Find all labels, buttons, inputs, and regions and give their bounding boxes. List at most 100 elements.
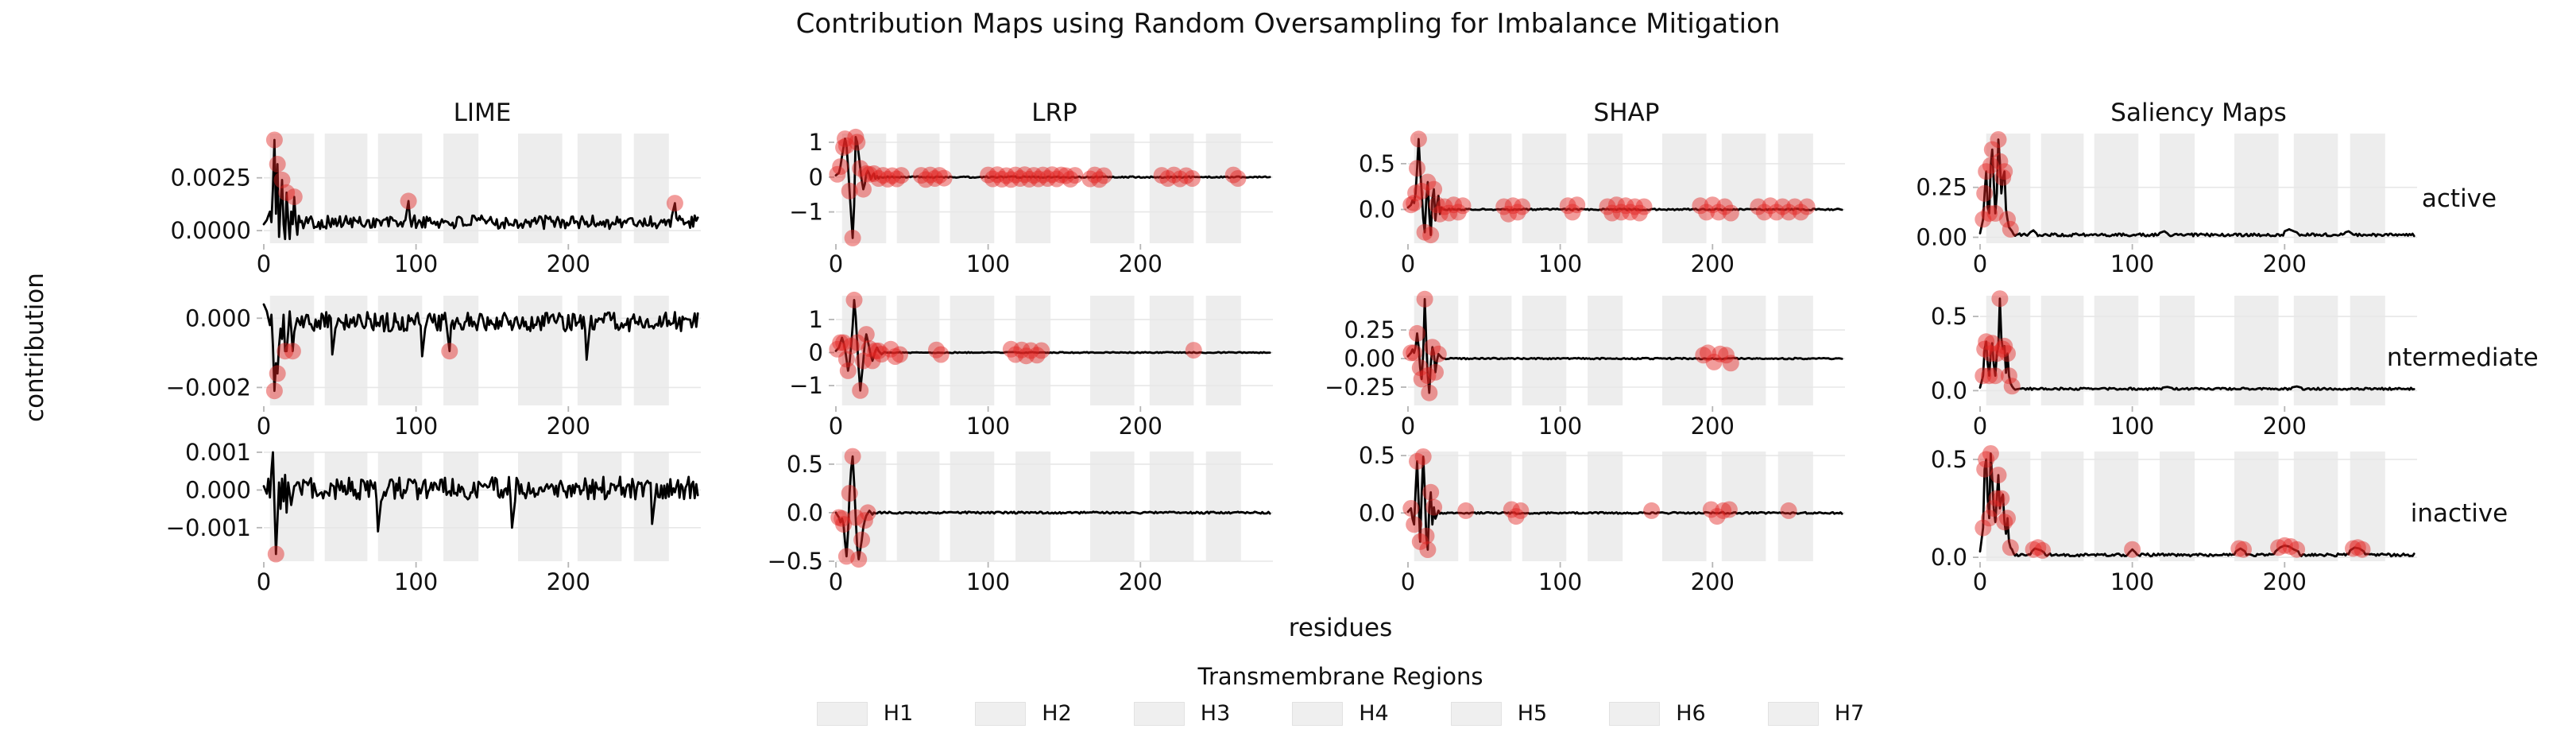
highlight-marker	[980, 166, 997, 184]
highlight-marker	[285, 188, 303, 206]
highlight-marker	[1599, 198, 1616, 215]
highlight-marker	[265, 131, 283, 149]
legend-label: H3	[1200, 701, 1231, 726]
tm-band-H4	[1015, 134, 1051, 243]
highlight-marker	[1990, 467, 2007, 484]
highlight-marker	[852, 160, 869, 177]
contribution-line	[1978, 452, 2415, 558]
subplot-shap-inactive: 0.5 0.0 0 100 200	[1281, 440, 1853, 612]
figure-title: Contribution Maps using Random Oversampl…	[795, 8, 1781, 40]
tm-band-H5	[1662, 134, 1707, 243]
highlight-marker	[1081, 170, 1099, 188]
highlight-marker	[829, 340, 846, 358]
highlight-marker	[837, 137, 855, 154]
highlight-marker	[1406, 344, 1423, 362]
highlight-marker	[850, 551, 868, 568]
highlight-marker	[1066, 167, 1084, 184]
highlight-marker	[993, 170, 1011, 188]
highlight-marker	[864, 352, 881, 370]
highlight-marker	[1509, 204, 1526, 221]
row-label-inactive: inactive	[2410, 499, 2508, 528]
highlight-marker	[1630, 204, 1648, 222]
highlight-marker	[1976, 460, 1994, 478]
tm-band-H6	[1149, 134, 1194, 243]
tm-band-H5	[518, 296, 563, 405]
x-tick-label: 200	[547, 413, 590, 440]
highlight-marker	[1975, 519, 1992, 537]
tm-band-H3	[1522, 296, 1567, 405]
highlight-marker	[1988, 490, 2005, 507]
highlight-marker	[2000, 367, 2017, 385]
highlight-marker	[1413, 182, 1430, 200]
tm-band-H7	[633, 296, 669, 405]
highlight-marker	[1768, 204, 1785, 221]
contribution-line	[262, 451, 699, 556]
legend-swatch	[1450, 701, 1502, 726]
tm-band-H6	[577, 296, 622, 405]
highlight-marker	[1413, 370, 1430, 388]
tm-band-H2	[1468, 452, 1512, 561]
x-tick-label: 200	[2263, 568, 2307, 595]
tm-band-H7	[1205, 452, 1241, 561]
highlight-marker	[984, 170, 1001, 188]
highlight-marker	[2025, 541, 2042, 558]
subplot-svg-shap-intermediate: 0.250.00−0.250 100 200	[1325, 290, 1845, 440]
highlight-marker	[2034, 541, 2052, 559]
y-tick-label: 0.5	[1359, 442, 1395, 469]
highlight-marker	[1406, 194, 1423, 211]
highlight-marker	[1028, 347, 1046, 364]
subplot-lime-active: 0.0025 0.0000 0 100 200	[137, 122, 709, 294]
highlight-marker	[2002, 539, 2019, 556]
tm-band-H3	[2094, 134, 2139, 243]
tm-band-H4	[443, 134, 479, 243]
highlight-marker	[1986, 367, 2004, 385]
highlight-marker	[1975, 211, 1992, 228]
tm-band-H6	[1721, 134, 1766, 243]
tm-band-H2	[896, 134, 940, 243]
tm-band-H2	[896, 452, 940, 561]
highlight-marker	[1425, 180, 1443, 198]
highlight-marker	[1704, 196, 1721, 214]
highlight-marker	[1424, 339, 1441, 356]
x-tick-label: 100	[394, 413, 438, 440]
tm-band-H7	[1777, 296, 1813, 405]
highlight-marker	[988, 166, 1006, 184]
tm-band-H3	[950, 134, 995, 243]
highlight-marker	[1086, 166, 1104, 184]
highlight-marker	[1002, 340, 1019, 358]
highlight-marker	[1991, 153, 2009, 170]
subplot-svg-lrp-active: 10−10 100 200	[789, 128, 1273, 277]
highlight-marker	[1414, 448, 1432, 465]
highlight-marker	[1750, 198, 1767, 215]
highlight-marker	[884, 167, 901, 184]
highlight-marker	[1428, 196, 1445, 214]
highlight-marker	[1416, 290, 1433, 308]
highlight-marker	[1612, 204, 1630, 221]
highlight-marker	[830, 509, 848, 526]
subplot-shap-intermediate: 0.25 0.00 −0.25 0 100 200	[1281, 285, 1853, 456]
highlight-marker	[2270, 539, 2288, 556]
highlight-marker	[1402, 344, 1420, 362]
highlight-marker	[1454, 197, 1472, 215]
highlight-marker	[837, 548, 855, 565]
highlight-marker	[1421, 384, 1438, 401]
highlight-marker	[1048, 170, 1066, 188]
x-tick-label: 0	[829, 568, 843, 595]
highlight-marker	[400, 192, 417, 210]
tm-band-H5	[1090, 452, 1135, 561]
legend-swatch	[816, 701, 868, 726]
contribution-line	[262, 303, 699, 393]
highlight-marker	[1171, 170, 1189, 188]
highlight-marker	[1406, 516, 1423, 533]
tm-band-H6	[1149, 296, 1194, 405]
highlight-marker	[1410, 130, 1427, 148]
x-tick-label: 200	[1691, 568, 1735, 595]
highlight-marker	[835, 139, 853, 156]
tm-band-H6	[1721, 452, 1766, 561]
tm-band-H6	[1149, 452, 1194, 561]
highlight-marker	[1514, 198, 1531, 215]
y-tick-label: −0.5	[768, 548, 823, 575]
highlight-marker	[1409, 452, 1425, 470]
